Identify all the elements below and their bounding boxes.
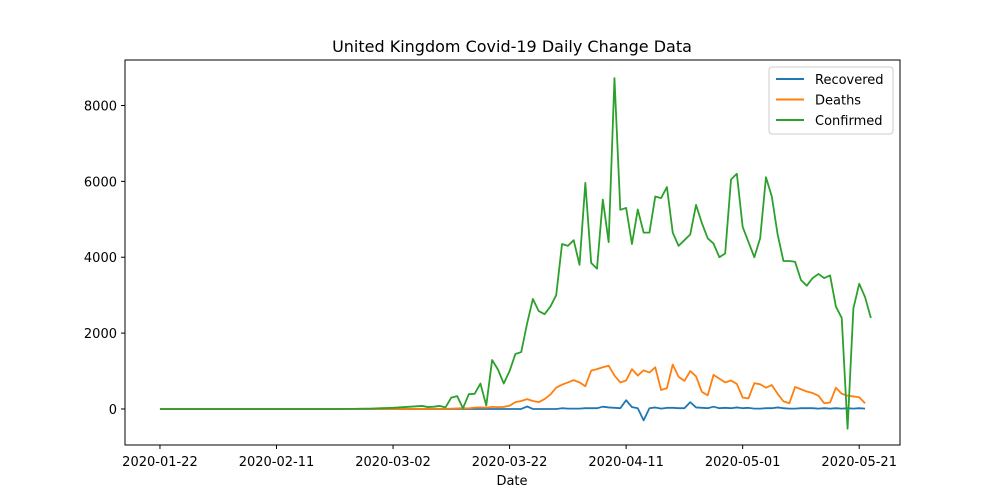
- x-axis-label: Date: [496, 474, 527, 489]
- legend-box: [768, 66, 894, 135]
- chart-title: United Kingdom Covid-19 Daily Change Dat…: [332, 37, 692, 56]
- legend-label-confirmed: Confirmed: [815, 114, 883, 129]
- y-tick-label: 8000: [84, 100, 117, 115]
- y-tick-label: 6000: [84, 175, 117, 190]
- x-tick-label: 2020-04-11: [588, 455, 664, 470]
- legend-label-recovered: Recovered: [815, 73, 884, 88]
- x-tick-label: 2020-02-11: [239, 455, 315, 470]
- legend: Recovered Deaths Confirmed: [768, 66, 894, 135]
- y-tick-label: 2000: [84, 327, 117, 342]
- x-tick-label: 2020-05-01: [705, 455, 781, 470]
- y-tick-label: 4000: [84, 251, 117, 266]
- y-tick-label: 0: [109, 403, 117, 418]
- x-tick-label: 2020-03-22: [472, 455, 548, 470]
- x-tick-label: 2020-03-02: [355, 455, 431, 470]
- x-tick-label: 2020-05-21: [821, 455, 897, 470]
- plot-frame: [124, 59, 901, 446]
- y-axis: 0 2000 4000 6000 8000: [84, 100, 125, 418]
- legend-label-deaths: Deaths: [815, 94, 861, 109]
- plot-lines: [159, 77, 872, 430]
- series-line-confirmed: [159, 77, 872, 430]
- x-tick-label: 2020-01-22: [122, 455, 198, 470]
- x-axis: 2020-01-22 2020-02-11 2020-03-02 2020-03-22…: [122, 445, 897, 470]
